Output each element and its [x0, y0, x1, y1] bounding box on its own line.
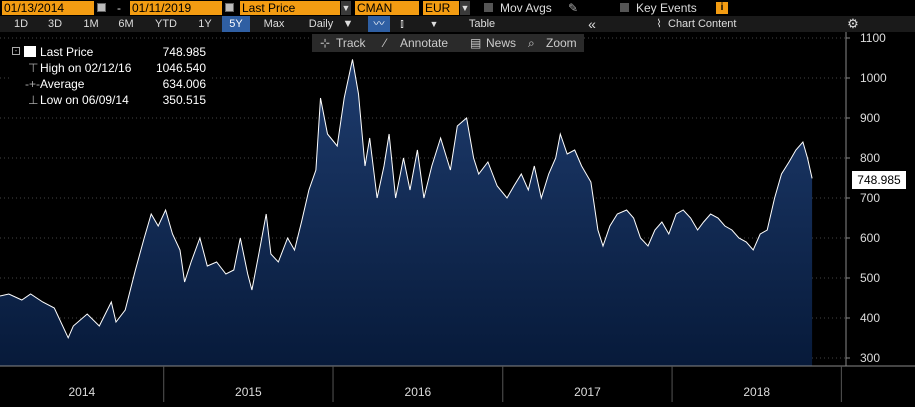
price-area	[0, 59, 813, 367]
high-marker-icon: ⊤	[28, 61, 39, 75]
y-tick-label: 600	[860, 231, 880, 245]
chart-subtoolbar: ⊹ Track ⁄ Annotate ▤ News ⌕ Zoom	[312, 34, 584, 52]
low-marker-icon: ⊥	[28, 93, 39, 107]
mov-avgs-label: Mov Avgs	[500, 1, 552, 15]
key-events-label: Key Events	[636, 1, 697, 15]
price-field-select[interactable]: Last Price	[240, 1, 340, 15]
chevron-down-icon[interactable]: ▼	[429, 19, 439, 29]
period-1d-button[interactable]: 1D	[13, 18, 29, 30]
mov-avgs-checkbox[interactable]	[484, 3, 493, 12]
legend-value: 1046.540	[155, 61, 206, 75]
ticker-field[interactable]: CMAN	[355, 1, 419, 15]
average-marker-icon: -+-	[25, 77, 40, 91]
key-events-checkbox[interactable]	[620, 3, 629, 12]
chevron-down-icon[interactable]: ▼	[341, 1, 351, 15]
y-tick-label: 500	[860, 271, 880, 285]
period-max-button[interactable]: Max	[263, 18, 285, 30]
bar-chart-icon[interactable]: ⫾	[400, 18, 404, 30]
legend-label: Last Price	[40, 45, 94, 59]
y-tick-label: 400	[860, 311, 880, 325]
annotate-button[interactable]: Annotate	[400, 36, 449, 50]
y-tick-label: 300	[860, 351, 880, 365]
x-year-label: 2016	[405, 385, 432, 399]
end-date-field[interactable]: 01/11/2019	[130, 1, 222, 15]
table-button[interactable]: Table	[468, 18, 496, 30]
currency-field[interactable]: EUR	[423, 1, 459, 15]
annotate-icon[interactable]: ⁄	[384, 36, 387, 50]
period-toolbar: 1D 3D 1M 6M YTD 1Y 5Y Max Daily ▼ 〰 ⫾ ▼ …	[0, 16, 915, 32]
legend-label: Average	[40, 77, 85, 91]
y-tick-label: 1100	[860, 32, 886, 45]
legend-average: -+- Average 634.006	[10, 76, 210, 92]
top-toolbar: 01/13/2014 - 01/11/2019 Last Price ▼ CMA…	[0, 0, 915, 16]
zoom-button[interactable]: Zoom	[546, 36, 577, 50]
line-chart-icon[interactable]: 〰	[368, 16, 390, 32]
calendar-icon[interactable]	[225, 3, 234, 12]
price-line	[0, 59, 813, 340]
line-swatch-icon	[24, 46, 36, 57]
gear-icon[interactable]: ⚙	[847, 16, 859, 31]
calendar-icon[interactable]	[97, 3, 106, 12]
x-year-label: 2018	[743, 385, 770, 399]
y-tick-label: 900	[860, 111, 880, 125]
period-ytd-button[interactable]: YTD	[155, 18, 177, 30]
legend-value: 634.006	[162, 77, 206, 91]
period-6m-button[interactable]: 6M	[118, 18, 134, 30]
y-tick-label: 700	[860, 191, 880, 205]
period-5y-button[interactable]: 5Y	[222, 16, 250, 32]
legend-low: ⊥ Low on 06/09/14 350.515	[10, 92, 210, 108]
track-icon[interactable]: ⊹	[320, 36, 331, 50]
track-button[interactable]: Track	[336, 36, 366, 50]
pencil-icon[interactable]: ✎	[568, 1, 579, 15]
legend-label: Low on 06/09/14	[40, 93, 129, 107]
chart-content-button[interactable]: Chart Content	[668, 18, 737, 30]
chart-area[interactable]: 300 400 500 600 700 800 900 1000 1100 2014 2015 20…	[0, 31, 915, 402]
date-separator: -	[117, 1, 121, 15]
y-tick-label: 1000	[860, 71, 887, 85]
chart-content-icon: ⌇	[656, 18, 662, 30]
zoom-icon[interactable]: ⌕	[528, 36, 535, 50]
collapse-icon[interactable]: «	[588, 16, 596, 32]
x-year-label: 2015	[235, 385, 262, 399]
chevron-down-icon[interactable]: ▼	[342, 18, 354, 30]
legend-value: 350.515	[162, 93, 206, 107]
period-3d-button[interactable]: 3D	[47, 18, 63, 30]
period-1m-button[interactable]: 1M	[83, 18, 99, 30]
x-year-label: 2014	[69, 385, 96, 399]
y-tick-label: 800	[860, 151, 880, 165]
chevron-down-icon[interactable]: ▼	[460, 1, 470, 15]
legend: - Last Price 748.985 ⊤ High on 02/12/16 …	[10, 43, 210, 111]
news-icon[interactable]: ▤	[470, 36, 482, 50]
legend-label: High on 02/12/16	[40, 61, 132, 75]
news-button[interactable]: News	[486, 36, 517, 50]
legend-high: ⊤ High on 02/12/16 1046.540	[10, 60, 210, 76]
start-date-field[interactable]: 01/13/2014	[2, 1, 94, 15]
last-price-tag: 748.985	[852, 171, 906, 189]
collapse-icon[interactable]: -	[12, 47, 20, 55]
legend-value: 748.985	[162, 45, 206, 59]
x-year-label: 2017	[574, 385, 601, 399]
price-chart[interactable]: 300 400 500 600 700 800 900 1000 1100 2014 2015 20…	[0, 31, 915, 402]
info-icon[interactable]: i	[716, 2, 728, 14]
frequency-select[interactable]: Daily	[308, 18, 334, 30]
legend-last-price: - Last Price 748.985	[10, 44, 210, 60]
period-1y-button[interactable]: 1Y	[198, 18, 212, 30]
